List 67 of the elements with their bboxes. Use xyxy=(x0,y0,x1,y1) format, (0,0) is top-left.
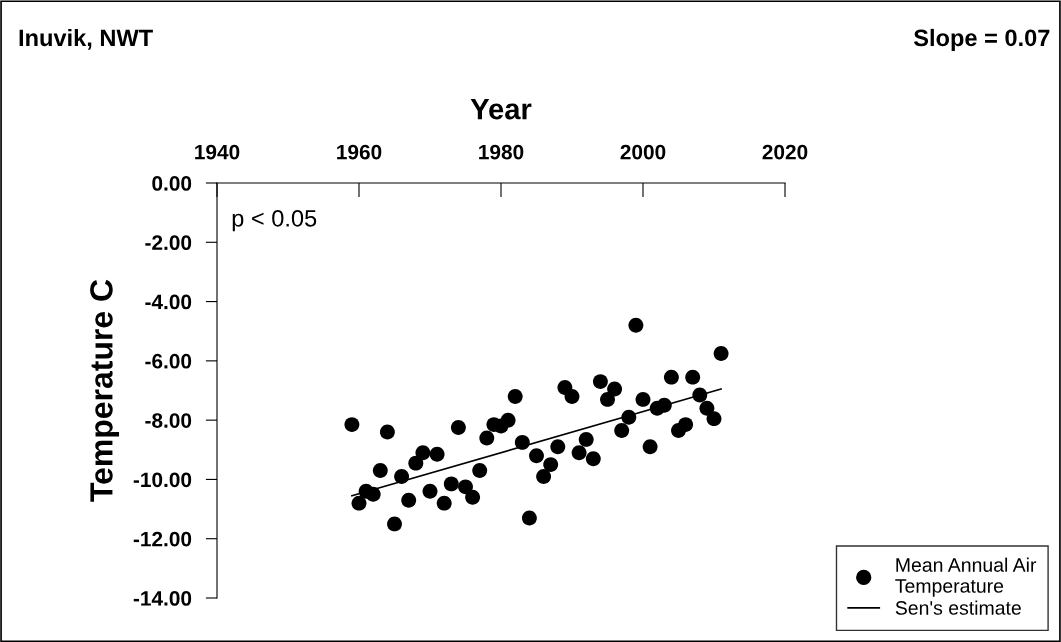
y-tick-label: -6.00 xyxy=(145,353,192,369)
point xyxy=(394,469,410,484)
point xyxy=(614,423,630,438)
y-tick-label: -10.00 xyxy=(133,472,192,488)
y-tick-label: -8.00 xyxy=(145,413,192,428)
point xyxy=(521,510,537,526)
point xyxy=(372,463,388,478)
point xyxy=(351,495,367,511)
point xyxy=(564,388,580,404)
point xyxy=(550,439,566,455)
point xyxy=(656,397,672,413)
chart-title: Inuvik, NWT xyxy=(19,28,153,50)
x-tick-label: 1960 xyxy=(337,144,382,160)
point xyxy=(387,516,402,532)
point xyxy=(429,446,445,462)
x-tick-label: 1980 xyxy=(479,144,524,160)
point xyxy=(443,476,459,492)
point xyxy=(600,391,615,407)
point xyxy=(585,451,601,467)
point xyxy=(571,445,587,461)
point xyxy=(415,445,431,461)
point xyxy=(365,486,381,502)
point xyxy=(607,381,623,397)
point xyxy=(663,369,679,385)
point xyxy=(507,388,523,404)
point xyxy=(628,317,644,333)
y-tick-label: -2.00 xyxy=(145,235,192,251)
point xyxy=(706,411,722,427)
point xyxy=(621,409,637,425)
point xyxy=(713,346,729,361)
point xyxy=(543,457,559,473)
point xyxy=(379,424,395,440)
point xyxy=(500,412,516,428)
point xyxy=(578,431,594,447)
point xyxy=(472,463,488,478)
y-axis-title: Temperature C xyxy=(90,279,120,502)
x-axis-title: Year xyxy=(470,99,532,120)
annotation: p < 0.05 xyxy=(232,209,317,232)
point xyxy=(642,439,658,455)
legend-label: Mean Annual Air Temperature xyxy=(895,557,1037,597)
point xyxy=(401,492,417,508)
point xyxy=(678,417,694,433)
point xyxy=(592,374,608,390)
y-tick-label: -14.00 xyxy=(133,591,192,606)
x-tick-label: 2020 xyxy=(762,144,808,160)
point xyxy=(408,455,424,471)
text: Slope = 0.07 xyxy=(913,28,1050,51)
point xyxy=(479,430,495,446)
y-tick-label: -4.00 xyxy=(145,294,192,310)
point xyxy=(685,369,701,385)
legend-label: Sen's estimate xyxy=(895,600,1021,615)
point xyxy=(450,420,466,435)
point xyxy=(514,434,530,450)
point xyxy=(635,391,651,407)
point xyxy=(422,483,438,499)
point xyxy=(465,489,481,505)
x-tick-label: 2000 xyxy=(620,144,666,160)
y-tick-label: -12.00 xyxy=(133,531,192,547)
point xyxy=(692,387,708,403)
point xyxy=(458,479,473,495)
point xyxy=(536,469,552,484)
y-tick-label: 0.00 xyxy=(152,176,192,191)
point xyxy=(344,417,360,433)
x-tick-label: 1940 xyxy=(195,144,240,160)
point xyxy=(699,400,715,416)
point xyxy=(436,495,452,511)
point xyxy=(529,448,544,464)
